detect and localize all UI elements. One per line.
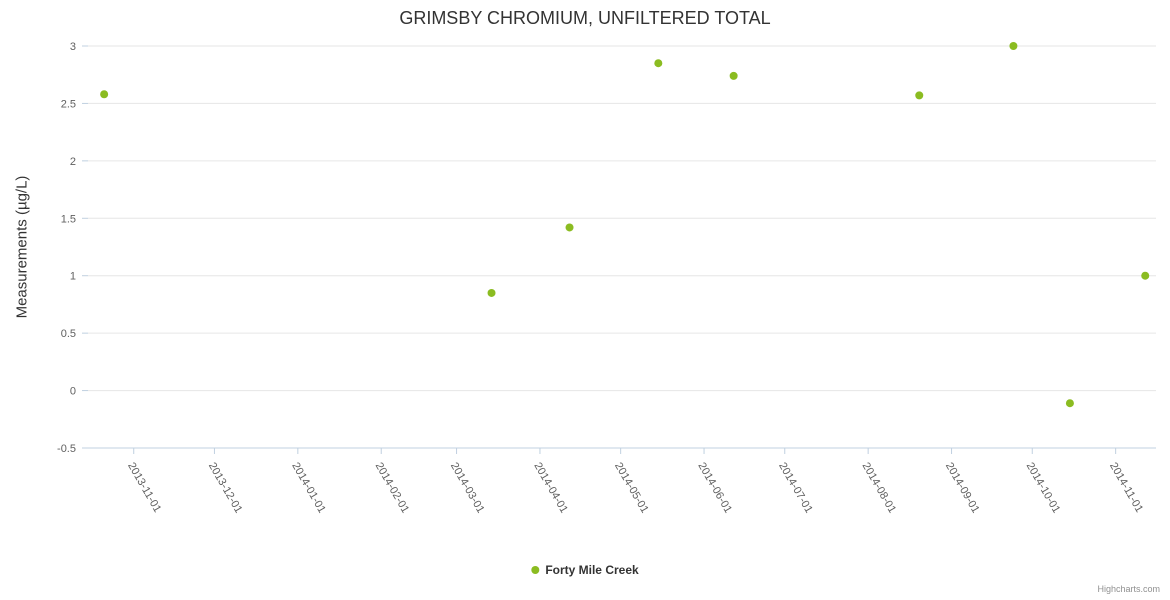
y-tick-label: 0.5 <box>61 328 76 340</box>
x-tick-label: 2013-12-01 <box>206 461 245 516</box>
data-point[interactable] <box>1065 399 1074 408</box>
x-tick-label: 2014-11-01 <box>1107 461 1145 515</box>
x-tick-label: 2014-04-01 <box>531 461 570 516</box>
y-tick-label: 3 <box>70 41 76 53</box>
y-tick-label: 1.5 <box>61 213 76 225</box>
x-tick-label: 2014-09-01 <box>943 461 982 516</box>
data-point[interactable] <box>1009 42 1018 50</box>
data-point[interactable] <box>729 71 738 80</box>
x-tick-label: 2014-05-01 <box>612 461 651 516</box>
data-point[interactable] <box>487 288 496 297</box>
x-tick-label: 2014-06-01 <box>695 461 734 516</box>
x-tick-label: 2014-03-01 <box>448 461 487 516</box>
y-tick-label: 1 <box>70 271 76 283</box>
legend-marker-icon <box>531 566 540 574</box>
highcharts-credit-link[interactable]: Highcharts.com <box>1097 584 1160 594</box>
legend-label: Forty Mile Creek <box>545 563 639 577</box>
data-point[interactable] <box>1141 271 1150 280</box>
y-tick-label: 2 <box>70 156 76 168</box>
x-tick-label: 2014-07-01 <box>776 461 815 516</box>
x-tick-label: 2014-10-01 <box>1024 461 1063 516</box>
data-point[interactable] <box>100 90 109 99</box>
chart-title: GRIMSBY CHROMIUM, UNFILTERED TOTAL <box>399 8 771 28</box>
data-point[interactable] <box>654 59 663 68</box>
legend-item[interactable]: Forty Mile Creek <box>531 563 639 577</box>
y-tick-label: 2.5 <box>61 98 76 110</box>
data-point[interactable] <box>565 223 574 232</box>
y-tick-label: -0.5 <box>57 443 76 455</box>
x-tick-label: 2014-08-01 <box>860 461 899 516</box>
x-tick-label: 2014-02-01 <box>373 461 412 516</box>
x-tick-label: 2013-11-01 <box>125 461 163 515</box>
y-tick-label: 0 <box>70 386 76 398</box>
x-tick-label: 2014-01-01 <box>289 461 328 516</box>
data-point[interactable] <box>915 91 924 100</box>
